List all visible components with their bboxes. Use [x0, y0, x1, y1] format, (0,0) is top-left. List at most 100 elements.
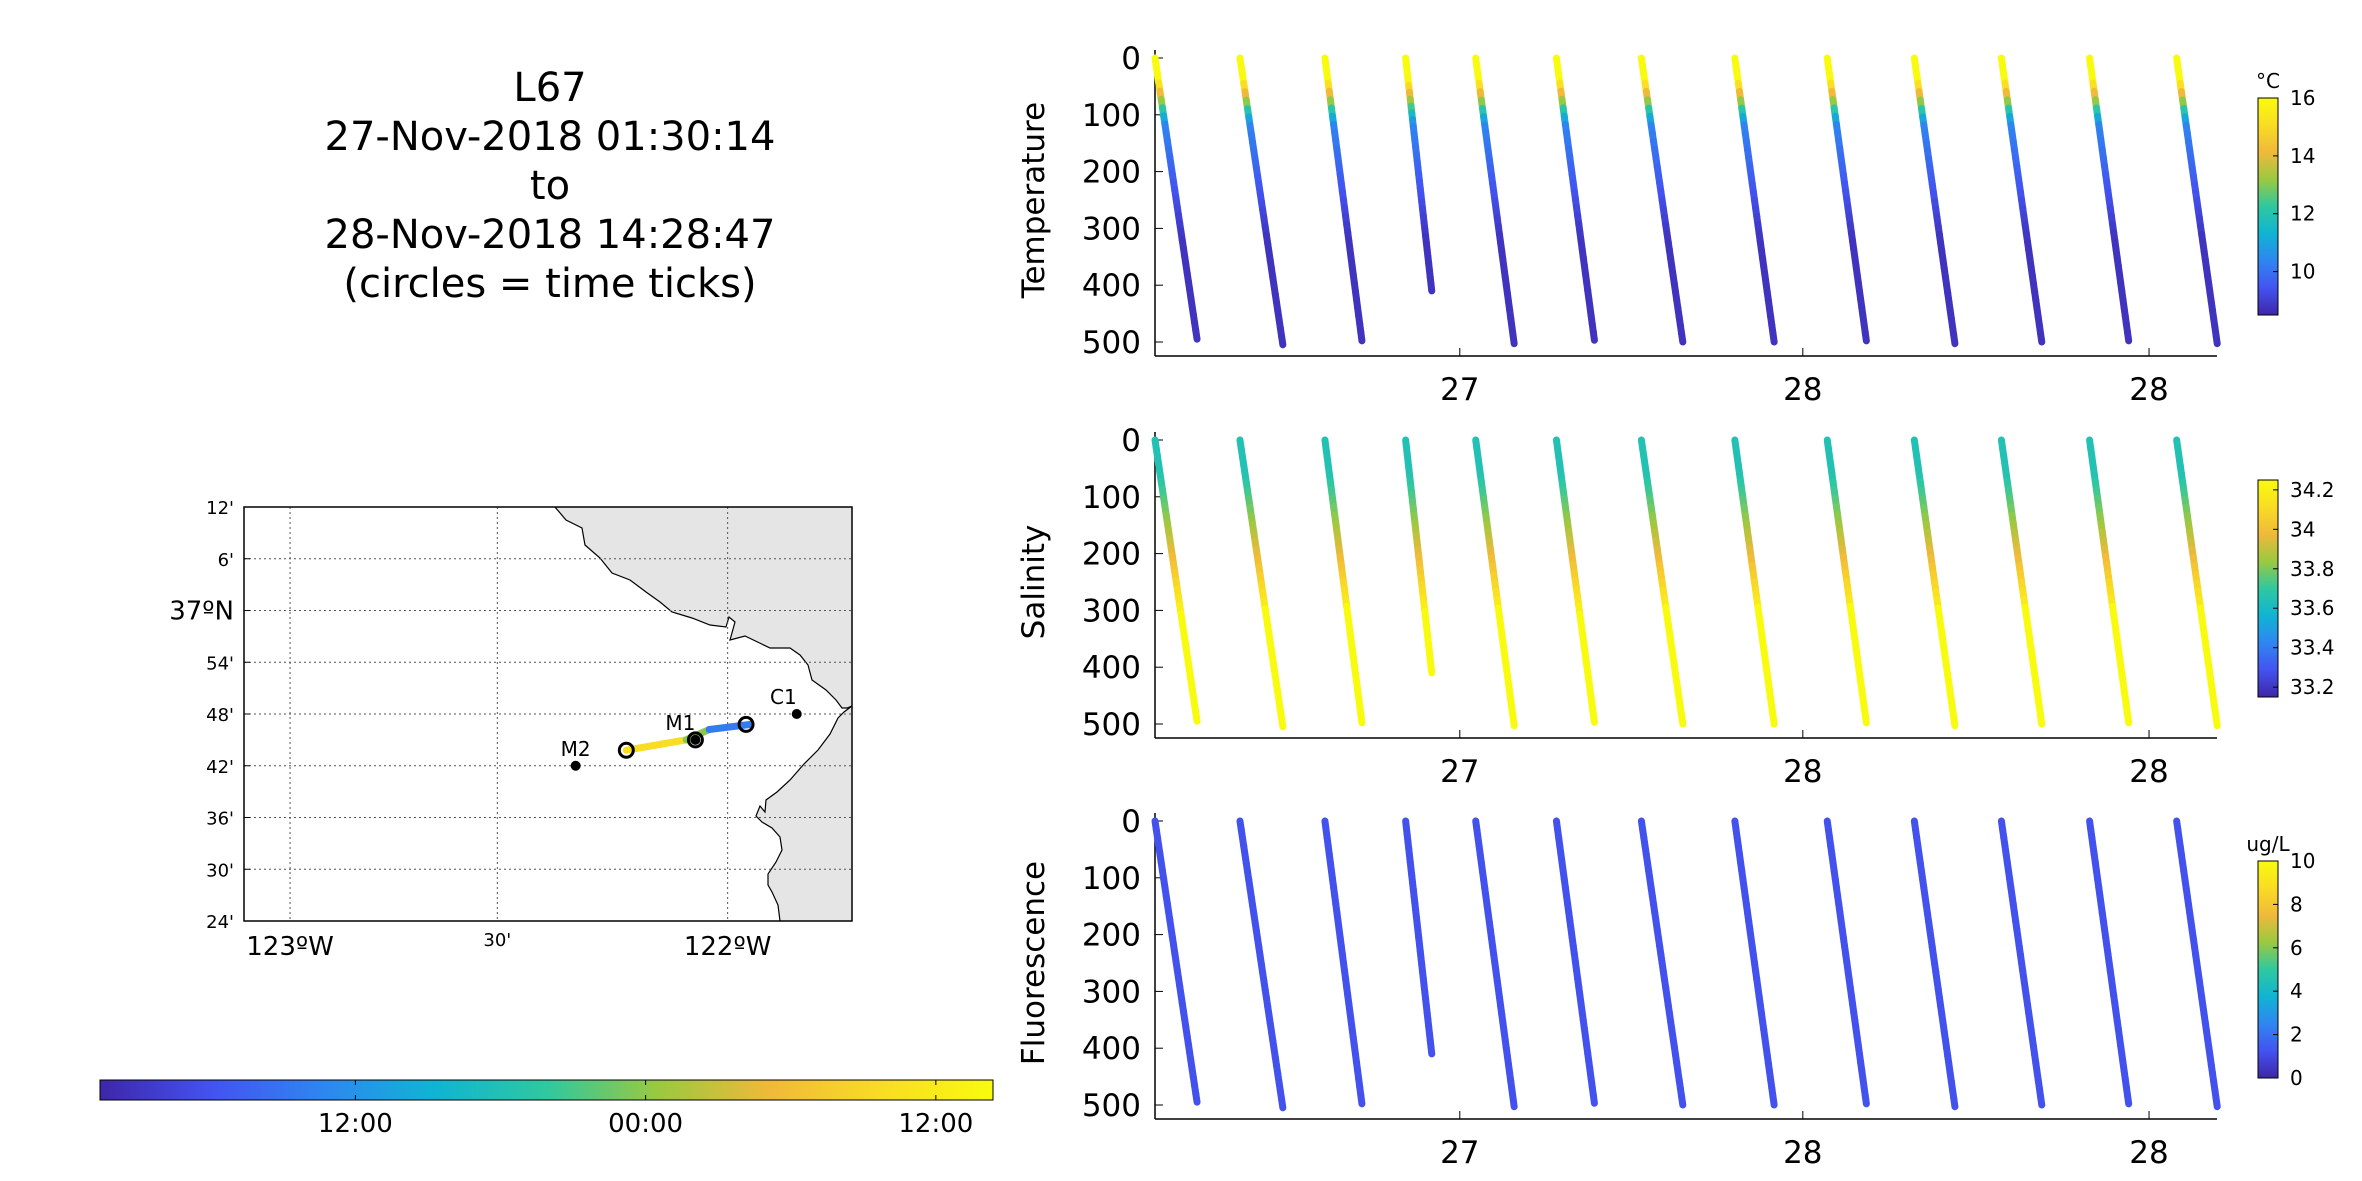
- profile-dive: [1910, 436, 1959, 730]
- time-colorbar-strip: [99, 1079, 994, 1101]
- colorbar-tick-label: 33.2: [2290, 675, 2335, 699]
- y-tick-label: 0: [1121, 423, 1141, 459]
- x-tick-label: 28: [1783, 754, 1822, 790]
- y-tick-label: 400: [1082, 268, 1141, 304]
- profile-dive: [1236, 436, 1287, 731]
- profile-dive: [1552, 436, 1598, 726]
- y-tick-label: 400: [1082, 650, 1141, 686]
- profile-segment: [1861, 1092, 1870, 1108]
- time-tick-circle: [737, 715, 755, 733]
- profile-dive: [1402, 436, 1436, 677]
- time-colorbar: 12:00 00:00 12:00: [99, 1079, 994, 1139]
- y-tick-label: 0: [1121, 41, 1141, 77]
- profile-dive: [1823, 436, 1870, 727]
- station-marker: [791, 709, 802, 719]
- profile-dive: [1997, 436, 2046, 728]
- profile-dive: [2173, 436, 2221, 730]
- chart-salinity: 0 100 200 300 400 500 27 28 28 Salinity 33.2 33.4 33…: [1016, 423, 2335, 790]
- x-tick-label: 27: [1440, 754, 1479, 790]
- title-line-3: to: [529, 163, 571, 209]
- profile-segment: [1192, 709, 1201, 725]
- map-lat-tick-label: 54': [206, 653, 234, 674]
- y-axis-label: Salinity: [1016, 525, 1052, 640]
- profile-segment: [1509, 331, 1518, 348]
- profile-dive: [1731, 54, 1778, 346]
- profile-dive: [2086, 817, 2133, 1108]
- land-mass: [554, 507, 852, 921]
- y-tick-label: 300: [1082, 974, 1141, 1010]
- colorbar-tick-label: 6: [2290, 936, 2303, 960]
- y-tick-label: 100: [1082, 98, 1141, 134]
- profile-segment: [1192, 327, 1201, 343]
- profile-dive: [1997, 817, 2046, 1109]
- station-label: M1: [665, 711, 695, 735]
- profile-dive: [2086, 436, 2133, 727]
- y-axis-label: Fluorescence: [1016, 861, 1052, 1065]
- profile-dive: [1402, 54, 1436, 295]
- profile-dive: [1321, 436, 1366, 727]
- profile-dive: [1151, 436, 1201, 725]
- y-tick-label: 500: [1082, 707, 1141, 743]
- x-tick-label: 28: [2129, 754, 2168, 790]
- profile-segment: [1950, 1094, 1959, 1111]
- profile-dive: [1731, 817, 1778, 1109]
- colorbar-tick-label: 33.8: [2290, 557, 2335, 581]
- map-lat-tick-label: 30': [206, 860, 234, 881]
- time-tick-circle: [686, 731, 704, 749]
- profile-dive: [1910, 817, 1959, 1111]
- profile-dive: [1236, 817, 1287, 1112]
- y-axis-label: Temperature: [1016, 102, 1052, 299]
- map-lat-tick-label: 12': [206, 498, 234, 519]
- colorbar-tick-label: 14: [2290, 144, 2315, 168]
- glider-track-segment: [622, 736, 690, 754]
- value-colorbar: [2257, 479, 2279, 698]
- map-lon-tick-label: 30': [483, 930, 511, 951]
- map-lat-tick-label: 48': [206, 705, 234, 726]
- station-label: C1: [770, 685, 797, 709]
- time-tick-circle: [617, 741, 635, 759]
- glider-track-segment: [705, 720, 755, 734]
- title-line-4: 28-Nov-2018 14:28:47: [324, 212, 776, 258]
- profile-segment: [1357, 329, 1366, 345]
- profile-segment: [1678, 712, 1687, 728]
- y-tick-label: 0: [1121, 804, 1141, 840]
- profile-dive: [1552, 54, 1598, 344]
- title-line-5: (circles = time ticks): [343, 261, 757, 307]
- profile-dive: [1552, 817, 1598, 1107]
- land-fill: [555, 507, 852, 921]
- colorbar-tick-label: 34: [2290, 517, 2315, 541]
- coastline: [554, 507, 852, 921]
- profile-segment: [2212, 331, 2221, 348]
- x-tick-label: 27: [1440, 372, 1479, 408]
- profile-segment: [1678, 1093, 1687, 1109]
- chart-fluorescence: 0 100 200 300 400 500 27 28 28 Fluorescence 0 2 4 6 8 1…: [1016, 804, 2315, 1171]
- map-frame: [243, 506, 853, 922]
- station-marker: [570, 760, 581, 771]
- map-lon-tick-label: 123ºW: [246, 932, 334, 962]
- map-lat-tick-label: 24': [206, 912, 234, 933]
- chart-temperature: 0 100 200 300 400 500 27 28 28 Temperature 10 12 14 1…: [1016, 41, 2315, 408]
- colorbar-tick-label: 34.2: [2290, 478, 2335, 502]
- profile-segment: [2212, 1094, 2221, 1111]
- y-tick-label: 500: [1082, 325, 1141, 361]
- plot-title: L67 27-Nov-2018 01:30:14 to 28-Nov-2018 …: [260, 64, 840, 309]
- colorbar-tick-label: 4: [2290, 979, 2303, 1003]
- profile-segment: [2037, 330, 2046, 346]
- profile-segment: [1192, 1090, 1201, 1106]
- profile-segment: [1950, 331, 1959, 348]
- profile-segment: [1589, 328, 1598, 344]
- profile-segment: [2212, 713, 2221, 730]
- time-colorbar-label: 12:00: [898, 1109, 973, 1139]
- profile-segment: [1769, 1093, 1778, 1109]
- profile-dive: [1321, 54, 1366, 345]
- profile-dive: [1910, 54, 1959, 348]
- y-tick-label: 300: [1082, 593, 1141, 629]
- map-lat-tick-label: 37ºN: [169, 597, 234, 627]
- profile-segment: [1678, 330, 1687, 346]
- profile-dive: [1997, 54, 2046, 346]
- profile-segment: [1861, 329, 1870, 345]
- colorbar-tick-label: 33.4: [2290, 636, 2335, 660]
- colorbar-tick-label: 16: [2290, 86, 2315, 110]
- profile-dive: [1236, 54, 1287, 349]
